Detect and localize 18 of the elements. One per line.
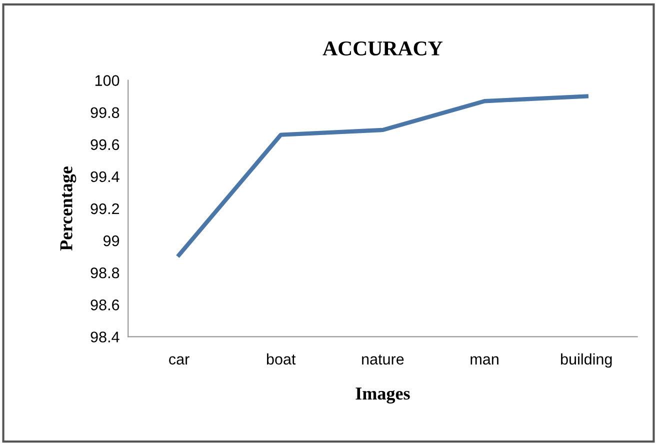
x-axis-title: Images bbox=[356, 388, 410, 404]
x-tick-label: nature bbox=[362, 354, 404, 365]
y-tick-label: 100 bbox=[95, 75, 120, 86]
y-tick-label: 99.6 bbox=[90, 139, 120, 150]
y-tick-label: 98.6 bbox=[90, 300, 120, 310]
y-tick-label: 98.8 bbox=[90, 267, 120, 278]
x-tick-label: car bbox=[169, 356, 190, 365]
y-tick-label: 99.4 bbox=[90, 171, 120, 182]
x-tick-label: building bbox=[561, 353, 612, 368]
y-tick-label: 99.8 bbox=[90, 107, 120, 118]
line-series bbox=[176, 94, 588, 258]
y-tick-label: 99.2 bbox=[90, 203, 120, 214]
x-tick-label: man bbox=[470, 356, 498, 365]
y-tick-label: 98.4 bbox=[90, 332, 120, 342]
y-tick-label: 99 bbox=[104, 235, 120, 246]
x-tick-label: boat bbox=[266, 353, 296, 365]
chart-title: ACCURACY bbox=[322, 41, 442, 56]
y-axis-title: Percentage bbox=[60, 166, 76, 251]
